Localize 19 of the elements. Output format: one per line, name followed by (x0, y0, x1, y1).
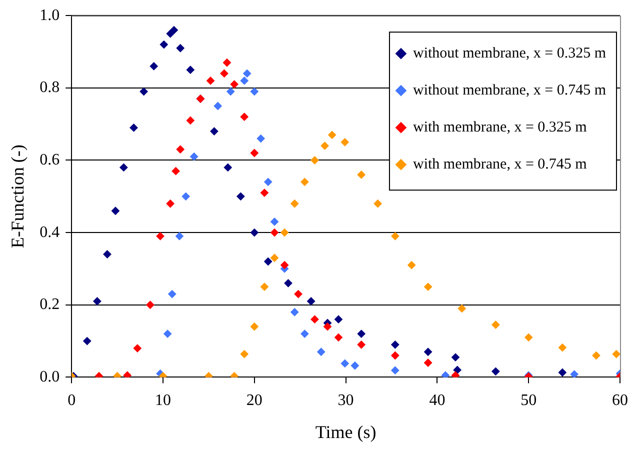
x-axis-title: Time (s) (315, 422, 376, 442)
legend-label: without membrane, x = 0.745 m (412, 82, 606, 99)
legend-label: without membrane, x = 0.325 m (412, 46, 606, 62)
y-tick-label: 0.4 (40, 224, 60, 241)
x-tick-label: 30 (338, 392, 354, 410)
x-tick-label: 50 (520, 392, 537, 410)
x-tick-label: 20 (246, 392, 262, 410)
y-tick-label: 1.0 (40, 6, 60, 24)
y-axis-title: E-Function (-) (8, 144, 28, 248)
x-tick-label: 60 (612, 392, 628, 410)
y-tick-label: 0.2 (40, 296, 60, 314)
y-tick-label: 0.0 (40, 368, 60, 386)
x-tick-label: 0 (68, 392, 76, 410)
x-tick-label: 10 (155, 392, 171, 410)
legend-label: with membrane, x = 0.325 m (412, 120, 588, 136)
legend-label: with membrane, x = 0.745 m (412, 156, 588, 173)
y-tick-label: 0.8 (40, 79, 60, 96)
y-tick-label: 0.6 (40, 151, 60, 168)
x-tick-label: 40 (429, 392, 446, 410)
